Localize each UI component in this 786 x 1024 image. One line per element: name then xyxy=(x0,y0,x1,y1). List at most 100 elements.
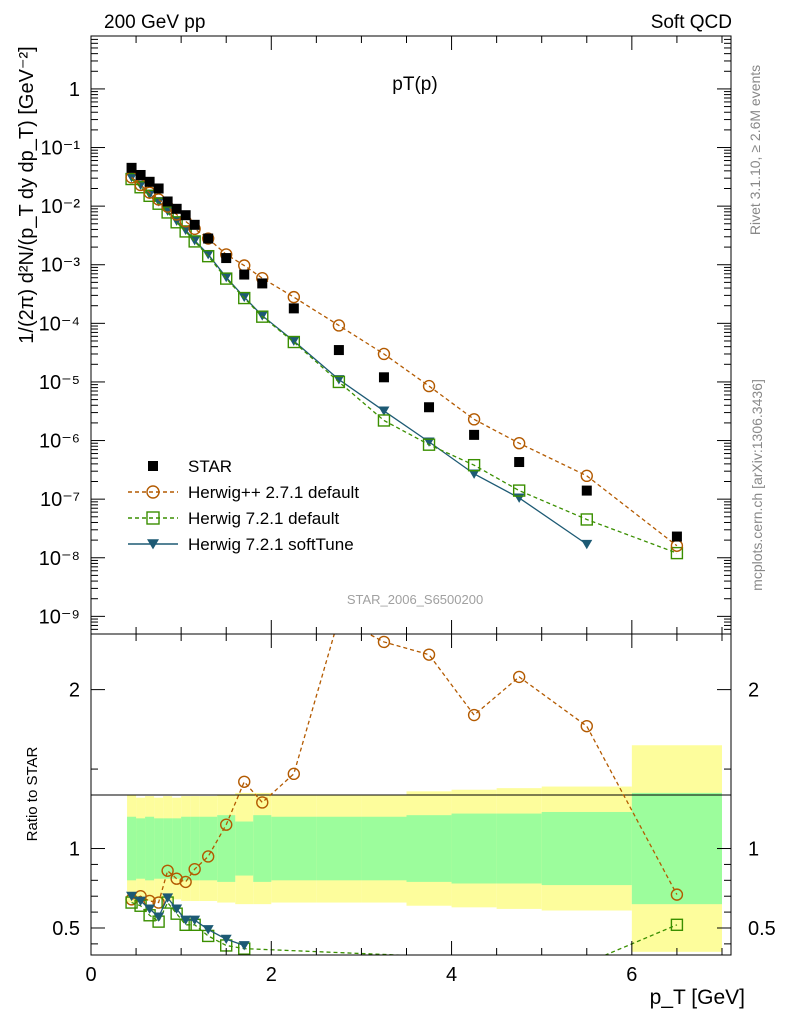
herwig-2-7-1-default-ratio-point xyxy=(422,648,436,661)
herwig-2-7-1-default-point xyxy=(287,290,301,304)
star-point xyxy=(189,219,200,230)
herwig-7-2-1-default-point xyxy=(238,291,251,305)
herwig-2-7-1-default-ratio-point xyxy=(238,775,251,788)
stat-band xyxy=(253,815,272,882)
star-point xyxy=(581,485,592,496)
herwig-2-7-1-default-ratio-point xyxy=(161,864,174,877)
herwig-2-7-1-default-ratio-point xyxy=(179,875,192,889)
herwig-7-2-1-default-point xyxy=(179,225,192,238)
y-tick-label: 10⁻⁸ xyxy=(39,548,80,570)
star-point xyxy=(378,372,389,383)
herwig-2-7-1-default-ratio-point xyxy=(333,613,344,624)
y-tick-label: 10⁻³ xyxy=(41,255,81,277)
herwig-7-2-1-default-point xyxy=(188,235,201,248)
stat-band xyxy=(172,818,182,879)
stat-band xyxy=(406,815,452,882)
herwig-2-7-1-default-point xyxy=(512,437,526,450)
y-axis-label: 1/(2π) d²N/(p_T dy dp_T) [GeV⁻²] xyxy=(16,46,38,343)
herwig-7-2-1-default-point xyxy=(422,438,436,451)
herwig-7-2-1-softtune-ratio-point xyxy=(144,904,156,914)
main-series xyxy=(125,162,684,560)
star-legend-marker xyxy=(148,461,158,471)
herwig-2-7-1-default-point xyxy=(422,379,436,393)
herwig-7-2-1-softtune-ratio-point xyxy=(189,915,201,925)
herwig-7-2-1-softtune-point xyxy=(333,375,345,385)
stat-band xyxy=(136,818,146,879)
ratio-tick-label: 1 xyxy=(69,839,80,861)
x-tick-label: 0 xyxy=(85,964,96,986)
stat-band xyxy=(271,816,317,881)
herwig-7-2-1-softtune-point xyxy=(513,493,525,503)
plot-title: pT(p) xyxy=(392,74,437,95)
herwig-7-2-1-default-point xyxy=(580,513,593,526)
mcplots-reference: mcplots.cern.ch [arXiv:1306.3436] xyxy=(749,379,765,591)
stat-band xyxy=(199,816,218,881)
star-point xyxy=(514,457,525,468)
herwig-7-2-1-default-legend-label: Herwig 7.2.1 default xyxy=(188,509,339,528)
category-label: Soft QCD xyxy=(651,12,732,33)
herwig-7-2-1-softtune-ratio-point xyxy=(153,912,165,922)
herwig-7-2-1-default-legend-marker xyxy=(146,511,160,525)
herwig-7-2-1-softtune-ratio-point xyxy=(162,893,174,903)
rivet-version: Rivet 3.1.10, ≥ 2.6M events xyxy=(747,65,763,235)
stat-band xyxy=(181,816,191,881)
star-legend-label: STAR xyxy=(188,457,232,476)
herwig-2-7-1-default-legend-marker xyxy=(146,485,160,499)
stat-band xyxy=(190,816,200,881)
star-point xyxy=(153,183,164,194)
herwig-2-7-1-default-point xyxy=(377,347,391,361)
star-point xyxy=(126,162,137,173)
herwig-2-7-1-default-point xyxy=(201,232,215,245)
herwig-7-2-1-softtune-ratio-point xyxy=(171,904,183,914)
star-point xyxy=(162,196,173,207)
herwig-7-2-1-softtune-ratio-point xyxy=(238,941,250,951)
stat-band xyxy=(145,816,155,881)
y-tick-label: 10⁻⁶ xyxy=(39,431,80,453)
stat-band xyxy=(496,813,542,884)
herwig-2-7-1-default-ratio-point xyxy=(152,896,165,909)
herwig-2-7-1-default-line xyxy=(131,176,678,547)
herwig-7-2-1-default-point xyxy=(170,216,183,229)
y-tick-label: 10⁻² xyxy=(41,196,81,218)
herwig-2-7-1-default-ratio-point xyxy=(256,796,269,809)
y-tick-label: 10⁻⁴ xyxy=(39,313,80,335)
stat-band xyxy=(631,792,722,905)
star-point xyxy=(135,169,146,180)
herwig-2-7-1-default-point xyxy=(580,469,593,483)
legend: STAR Herwig++ 2.7.1 default Herwig 7.2.1 d… xyxy=(128,457,359,554)
stat-band xyxy=(163,818,173,879)
herwig-7-2-1-default-point xyxy=(220,272,233,285)
stat-band xyxy=(154,818,164,879)
herwig-7-2-1-default-ratio-point xyxy=(581,957,592,968)
y-tick-label: 10⁻¹ xyxy=(41,138,81,160)
herwig-7-2-1-softtune-legend-marker xyxy=(147,539,159,550)
herwig-2-7-1-default-point xyxy=(467,413,481,426)
ratio-tick-label: 2 xyxy=(69,680,80,702)
herwig-7-2-1-default-point xyxy=(201,249,215,263)
star-point xyxy=(203,233,214,244)
axis-tick-labels: 0 2 4 6 10⁻⁹ 10⁻⁸ 10⁻⁷ 10⁻⁶ 10⁻⁵ 10⁻⁴ 10⁻³ 10⁻² 10⁻¹… xyxy=(39,79,776,986)
y-tick-label: 10⁻⁵ xyxy=(39,372,80,394)
herwig-2-7-1-default-ratio-point xyxy=(170,872,183,885)
star-point xyxy=(424,402,435,413)
herwig-7-2-1-softtune-point xyxy=(288,336,300,346)
star-point xyxy=(671,531,682,542)
y-tick-label: 10⁻⁷ xyxy=(40,489,80,511)
star-point xyxy=(333,345,344,356)
herwig-7-2-1-softtune-ratio-point xyxy=(220,934,232,945)
ratio-tick-label-right: 0.5 xyxy=(748,918,776,940)
herwig-2-7-1-default-ratio-point xyxy=(467,708,481,722)
star-point xyxy=(144,176,155,187)
herwig-2-7-1-default-ratio-point xyxy=(188,862,201,876)
stat-band xyxy=(451,813,497,884)
y-tick-label: 10⁻⁹ xyxy=(39,606,80,628)
star-point xyxy=(221,253,232,264)
stat-band xyxy=(316,816,362,881)
herwig-7-2-1-default-point xyxy=(332,375,346,389)
herwig-7-2-1-default-point xyxy=(512,484,526,497)
x-tick-label: 4 xyxy=(446,964,457,986)
herwig-2-7-1-default-ratio-line xyxy=(131,634,678,904)
herwig-2-7-1-default-ratio-point xyxy=(580,719,593,733)
star-point xyxy=(239,269,250,280)
